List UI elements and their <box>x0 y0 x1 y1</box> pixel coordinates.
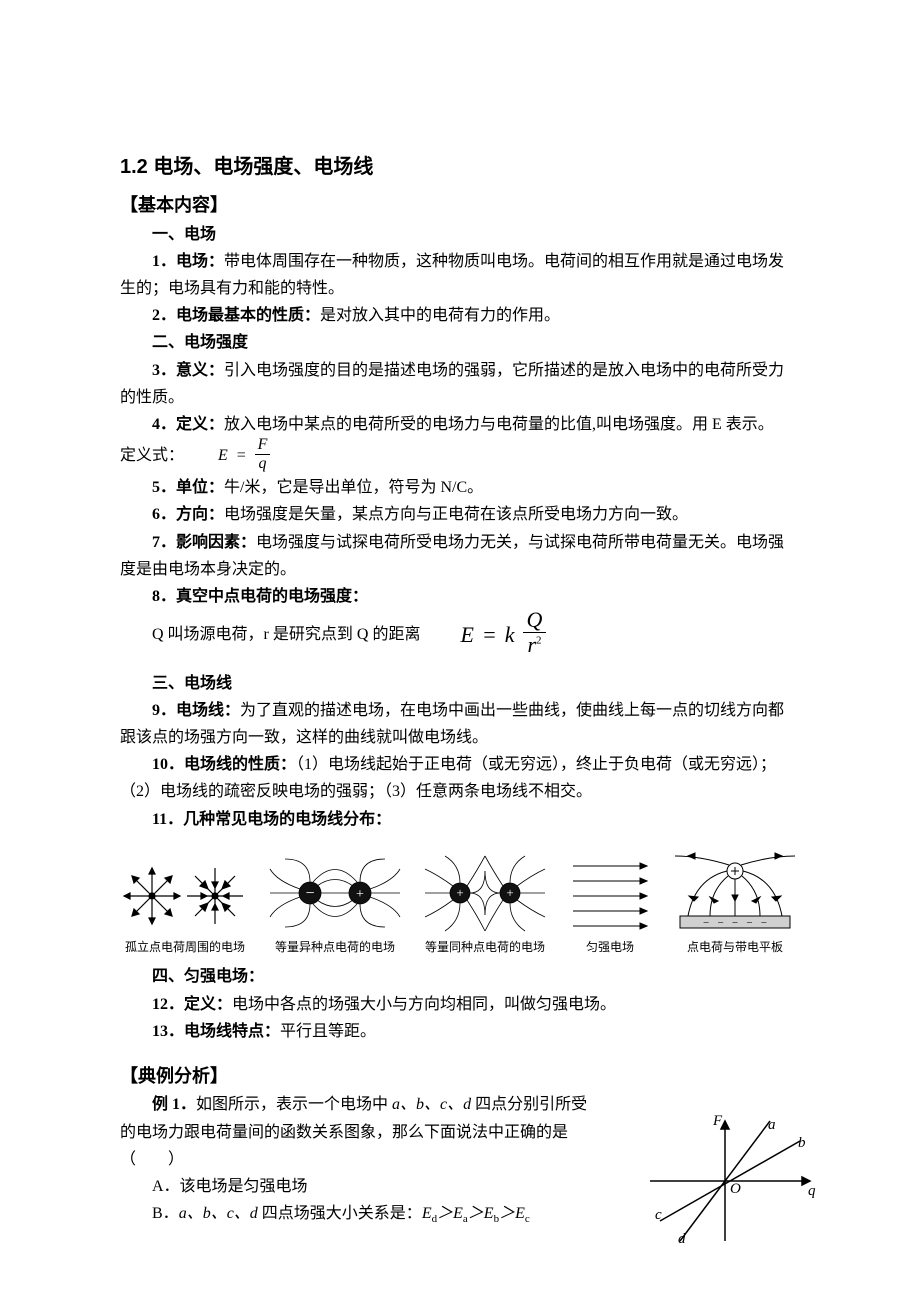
label-8: 8．真空中点电荷的电场强度： <box>152 588 368 605</box>
diagram-3-caption: 等量同种点电荷的电场 <box>425 940 545 956</box>
text-4: 放入电场中某点的电荷所受的电场力与电荷量的比值,叫电场强度。用 E 表示。 <box>224 416 774 433</box>
subheading-2: 二、电场强度 <box>120 329 800 356</box>
text-2: 是对放入其中的电荷有力的作用。 <box>320 307 560 324</box>
text-8: Q 叫场源电荷，r 是研究点到 Q 的距离 <box>120 621 420 648</box>
diagram-2-caption: 等量异种点电荷的电场 <box>275 940 395 956</box>
para-10: 10．电场线的性质：（1）电场线起始于正电荷（或无穷远），终止于负电荷（或无穷远… <box>120 751 800 805</box>
label-10: 10．电场线的性质： <box>152 756 296 773</box>
eq1-den: q <box>255 455 271 473</box>
text-13: 平行且等距。 <box>280 1023 376 1040</box>
para-8-label: 8．真空中点电荷的电场强度： <box>120 583 800 610</box>
label-1: 1．电场： <box>152 253 224 270</box>
svg-text:+: + <box>356 887 364 902</box>
diagram-4-caption: 匀强电场 <box>586 940 634 956</box>
para-9: 9．电场线：为了直观的描述电场，在电场中画出一些曲线，使曲线上每一点的切线方向都… <box>120 697 800 751</box>
label-5: 5．单位： <box>152 479 224 496</box>
optB-rel: Ed＞Ea＞Eb＞Ec <box>422 1205 530 1222</box>
eq2-den: r2 <box>523 633 547 657</box>
uniform-field-svg <box>565 851 655 936</box>
diagram-like-charges: + + <box>420 851 550 956</box>
section-basic-content: 【基本内容】 <box>120 190 800 221</box>
text-12: 电场中各点的场强大小与方向均相同，叫做匀强电场。 <box>232 996 616 1013</box>
diagram-uniform-field: 匀强电场 <box>565 851 655 956</box>
eq2-frac: Q r2 <box>523 608 547 657</box>
para-4: 4．定义：放入电场中某点的电荷所受的电场力与电荷量的比值,叫电场强度。用 E 表… <box>120 411 800 438</box>
diagram-charge-and-plate: − − − − − 点电荷与带电平板 <box>670 851 800 956</box>
line-label-a: a <box>768 1117 776 1133</box>
svg-text:+: + <box>456 885 463 900</box>
eq2-k: k <box>505 616 515 653</box>
optB-vars: a、b、c、d <box>179 1205 258 1222</box>
eq2-eq: = <box>482 616 497 653</box>
eq1-lhs: E <box>218 447 228 464</box>
charge-plate-svg: − − − − − <box>670 851 800 936</box>
svg-text:−: − <box>305 885 314 902</box>
ex1-vars: a、b、c、d <box>392 1096 471 1113</box>
para-13: 13．电场线特点：平行且等距。 <box>120 1018 800 1045</box>
para-5: 5．单位：牛/米，它是导出单位，符号为 N/C。 <box>120 474 800 501</box>
label-2: 2．电场最基本的性质： <box>152 307 320 324</box>
line-label-c: c <box>655 1207 662 1223</box>
optB-pre: B． <box>152 1205 179 1222</box>
eq1-eq: = <box>236 447 247 464</box>
text-6: 电场强度是矢量，某点方向与正电荷在该点所受电场力方向一致。 <box>224 506 688 523</box>
optB-mid: 四点场强大小关系是： <box>258 1205 422 1222</box>
axis-label-f: F <box>712 1113 723 1129</box>
label-4: 4．定义： <box>152 416 224 433</box>
ex1-t1: 如图所示，表示一个电场中 <box>196 1096 392 1113</box>
diagram-isolated-charges: 孤立点电荷周围的电场 <box>120 856 250 956</box>
eq1-num: F <box>255 436 271 455</box>
para-11: 11．几种常见电场的电场线分布： <box>120 806 800 833</box>
line-label-d: d <box>678 1231 686 1247</box>
svg-text:− − − − −: − − − − − <box>703 917 767 929</box>
label-6: 6．方向： <box>152 506 224 523</box>
label-3: 3．意义： <box>152 362 224 379</box>
equation-1: E = F q <box>218 447 270 464</box>
axis-label-q: q <box>808 1183 816 1199</box>
section-examples: 【典例分析】 <box>120 1061 800 1092</box>
para-12: 12．定义：电场中各点的场强大小与方向均相同，叫做匀强电场。 <box>120 991 800 1018</box>
diagram-5-caption: 点电荷与带电平板 <box>687 940 783 956</box>
eq2-exp: 2 <box>536 635 542 647</box>
para-4-def: 定义式： E = F q <box>120 438 800 474</box>
like-charges-svg: + + <box>420 851 550 936</box>
fq-graph: F q O a b c d <box>630 1111 820 1251</box>
eq2-num: Q <box>523 608 547 633</box>
example-1-block: F q O a b c d 例 1．如图所示，表示一个电场中 a、b、c、d 四… <box>120 1091 800 1229</box>
equation-2: E = k Q r2 <box>460 610 546 659</box>
origin-label: O <box>730 1181 741 1197</box>
label-7: 7．影响因素： <box>152 534 256 551</box>
subheading-3: 三、电场线 <box>120 670 800 697</box>
page-title: 1.2 电场、电场强度、电场线 <box>120 150 800 184</box>
para-8-content: Q 叫场源电荷，r 是研究点到 Q 的距离 E = k Q r2 <box>120 610 800 659</box>
label-13: 13．电场线特点： <box>152 1023 280 1040</box>
document-page: 1.2 电场、电场强度、电场线 【基本内容】 一、电场 1．电场：带电体周围存在… <box>0 0 920 1289</box>
label-12: 12．定义： <box>152 996 232 1013</box>
diagram-1-caption: 孤立点电荷周围的电场 <box>125 940 245 956</box>
eq2-lhs: E <box>460 616 473 653</box>
def-label: 定义式： <box>120 447 184 464</box>
diagram-opposite-charges: − + <box>265 851 405 956</box>
svg-text:+: + <box>506 885 513 900</box>
para-2: 2．电场最基本的性质：是对放入其中的电荷有力的作用。 <box>120 302 800 329</box>
line-label-b: b <box>798 1135 806 1151</box>
subheading-1: 一、电场 <box>120 221 800 248</box>
para-1: 1．电场：带电体周围存在一种物质，这种物质叫电场。电荷间的相互作用就是通过电场发… <box>120 248 800 302</box>
label-9: 9．电场线： <box>152 702 240 719</box>
isolated-charge-svg <box>120 856 250 936</box>
subheading-4: 四、匀强电场： <box>120 963 800 990</box>
opposite-charges-svg: − + <box>265 851 405 936</box>
text-5: 牛/米，它是导出单位，符号为 N/C。 <box>224 479 483 496</box>
para-7: 7．影响因素：电场强度与试探电荷所受电场力无关，与试探电荷所带电荷量无关。电场强… <box>120 529 800 583</box>
example-1-label: 例 1． <box>152 1096 196 1113</box>
field-line-diagrams: 孤立点电荷周围的电场 − + <box>120 851 800 956</box>
para-6: 6．方向：电场强度是矢量，某点方向与正电荷在该点所受电场力方向一致。 <box>120 501 800 528</box>
eq1-frac: F q <box>255 436 271 472</box>
label-11: 11．几种常见电场的电场线分布： <box>152 811 391 828</box>
para-3: 3．意义：引入电场强度的目的是描述电场的强弱，它所描述的是放入电场中的电荷所受力… <box>120 357 800 411</box>
